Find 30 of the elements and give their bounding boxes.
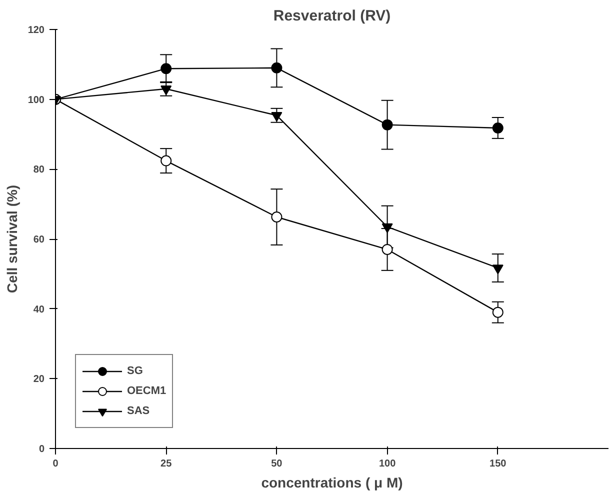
legend-label: SAS: [127, 405, 150, 417]
y-tick-label: 20: [33, 374, 45, 386]
y-tick-label: 100: [28, 94, 45, 106]
point: [160, 63, 172, 74]
point: [160, 85, 172, 96]
chart-title: Resveratrol (RV): [273, 8, 391, 24]
x-tick-label: 50: [271, 458, 283, 470]
point: [271, 62, 282, 74]
point: [492, 122, 504, 134]
y-tick-label: 60: [33, 234, 45, 246]
point: [382, 119, 393, 130]
x-tick-label: 100: [378, 458, 396, 470]
legend-label: SG: [127, 365, 144, 377]
x-tick-label: 25: [160, 458, 172, 470]
x-tick-label: 0: [52, 458, 59, 470]
y-tick-label: 80: [33, 164, 45, 176]
point: [382, 244, 393, 255]
y-tick-label: 0: [38, 444, 45, 455]
x-axis-title: concentrations ( μ M): [261, 474, 403, 490]
legend-label: OECM1: [127, 385, 166, 397]
x-tick-label: 150: [490, 458, 507, 470]
point: [492, 264, 504, 274]
y-tick-label: 40: [33, 304, 45, 316]
point: [382, 223, 393, 234]
point: [160, 155, 172, 166]
y-tick-label: 120: [28, 25, 45, 36]
y-axis-title: Cell survival (%): [4, 184, 20, 294]
point: [492, 306, 504, 318]
point: [271, 212, 282, 222]
point: [271, 112, 282, 122]
